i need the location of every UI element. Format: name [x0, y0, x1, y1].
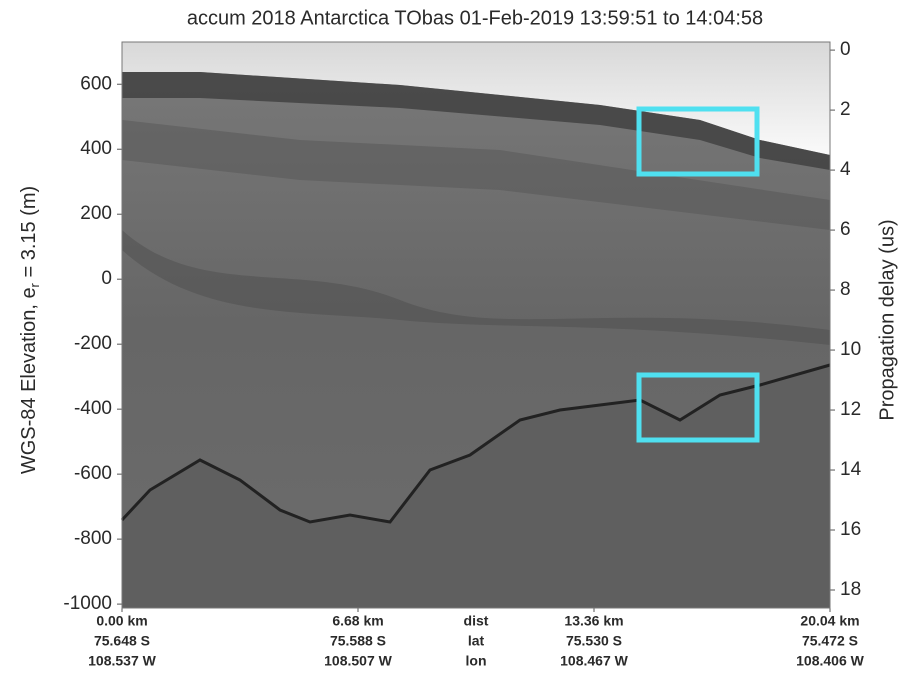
- y-label-rest: = 3.15 (m): [18, 186, 40, 283]
- lat-label: 75.530 S: [566, 633, 622, 649]
- lon-label: 108.537 W: [88, 653, 156, 669]
- highlight-box: [636, 106, 760, 177]
- lat-label: 75.588 S: [330, 633, 386, 649]
- highlight-box: [636, 372, 760, 443]
- y2-tick-label: 4: [840, 159, 851, 180]
- x-tick-label: 6.68 km: [332, 613, 383, 629]
- y2-tick-label: 16: [840, 519, 861, 540]
- y2-tick-label: 14: [840, 459, 862, 480]
- lat-label: 75.648 S: [94, 633, 150, 649]
- y2-tick-label: 0: [840, 39, 851, 60]
- x-tick-label: 13.36 km: [564, 613, 623, 629]
- y-tick-label: -600: [74, 463, 112, 484]
- y2-tick-label: 6: [840, 219, 851, 240]
- y-tick-label: 0: [101, 268, 112, 289]
- y2-axis-label: Propagation delay (us): [876, 219, 898, 420]
- y-tick-label: 200: [80, 203, 112, 224]
- y2-tick-label: 18: [840, 579, 861, 600]
- echogram-image: [120, 42, 831, 608]
- y2-tick-label: 12: [840, 399, 861, 420]
- plot-frame: [121, 41, 831, 609]
- y2-tick-label: 8: [840, 279, 851, 300]
- lon-label: 108.467 W: [560, 653, 628, 669]
- y2-tick-label: 10: [840, 339, 861, 360]
- lat-label: 75.472 S: [802, 633, 858, 649]
- y-label-main: WGS-84 Elevation, e: [18, 287, 40, 474]
- y-label-subscript: r: [27, 282, 42, 287]
- y-tick-label: 600: [80, 73, 112, 94]
- lon-label: 108.406 W: [796, 653, 864, 669]
- y-axis-label: WGS-84 Elevation, er = 3.15 (m): [18, 186, 42, 474]
- y2-tick-label: 2: [840, 99, 851, 120]
- row-label: lon: [466, 653, 487, 669]
- y-tick-label: -800: [74, 528, 112, 549]
- x-tick-label: 0.00 km: [96, 613, 147, 629]
- y-tick-label: -200: [74, 333, 112, 354]
- row-label: lat: [468, 633, 485, 649]
- x-tick-label: 20.04 km: [800, 613, 859, 629]
- chart-title: accum 2018 Antarctica TObas 01-Feb-2019 …: [187, 7, 763, 29]
- y-tick-label: 400: [80, 138, 112, 159]
- y-tick-label: -400: [74, 398, 112, 419]
- y-tick-label: -1000: [63, 593, 112, 614]
- row-label: dist: [464, 613, 489, 629]
- highlight-boxes: [636, 106, 760, 443]
- lon-label: 108.507 W: [324, 653, 392, 669]
